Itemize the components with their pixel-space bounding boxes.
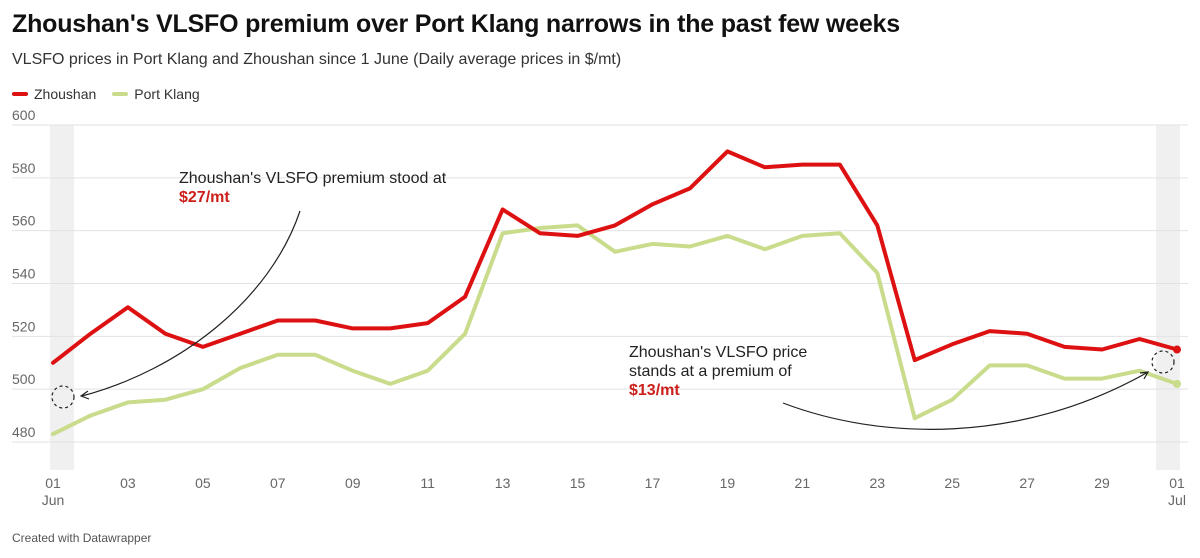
x-tick-label: 13 <box>495 475 511 491</box>
series-lines <box>51 149 1181 437</box>
x-tick-month-label: Jul <box>1168 492 1186 508</box>
annotation-2-arrow <box>782 371 1149 430</box>
x-tick-label: 17 <box>645 475 661 491</box>
legend-item-port-klang: Port Klang <box>112 86 200 102</box>
y-tick-label: 500 <box>12 371 36 387</box>
annotations: Zhoushan's VLSFO premium stood at $27/mt… <box>51 170 1175 430</box>
x-tick-label: 01 <box>1169 475 1185 491</box>
x-tick-label: 03 <box>120 475 136 491</box>
annotation-2-line-1: Zhoushan's VLSFO price <box>629 344 807 361</box>
y-tick-label: 540 <box>12 266 36 282</box>
chart-title: Zhoushan's VLSFO premium over Port Klang… <box>12 10 900 38</box>
highlight-band-2 <box>1156 125 1180 470</box>
endpoint-port-klang <box>1173 379 1181 388</box>
legend-label-port-klang: Port Klang <box>134 86 200 102</box>
x-tick-label: 15 <box>570 475 586 491</box>
annotation-1-arrowhead <box>79 390 90 400</box>
x-tick-label: 25 <box>944 475 960 491</box>
annotation-1-circle <box>51 385 75 409</box>
x-tick-label: 19 <box>720 475 736 491</box>
y-tick-label: 560 <box>12 213 36 229</box>
y-gridlines: 480 500 520 540 560 580 600 <box>12 107 1188 443</box>
legend-label-zhoushan: Zhoushan <box>34 86 97 102</box>
x-tick-label: 05 <box>195 475 211 491</box>
y-tick-label: 520 <box>12 318 36 334</box>
annotation-1-text: Zhoushan's VLSFO premium stood at <box>179 170 447 187</box>
x-tick-label: 21 <box>795 475 811 491</box>
x-tick-label: 23 <box>869 475 885 491</box>
y-tick-label: 600 <box>12 107 36 123</box>
y-tick-label: 580 <box>12 160 36 176</box>
annotation-2-line-2: stands at a premium of <box>629 363 792 380</box>
series-line-zhoushan <box>51 149 1179 365</box>
annotation-2-arrowhead <box>1139 371 1150 380</box>
x-tick-label: 27 <box>1019 475 1035 491</box>
x-tick-label: 11 <box>420 475 435 491</box>
highlight-band-1 <box>50 125 74 470</box>
highlight-bands <box>50 125 1180 470</box>
x-tick-label: 09 <box>345 475 361 491</box>
chart-subtitle: VLSFO prices in Port Klang and Zhoushan … <box>12 51 622 68</box>
x-tick-label: 07 <box>270 475 286 491</box>
x-tick-label: 29 <box>1094 475 1110 491</box>
y-tick-label: 480 <box>12 424 36 440</box>
x-tick-month-label: Jun <box>42 492 65 508</box>
x-tick-label: 01 <box>45 475 61 491</box>
annotation-2-circle <box>1151 350 1175 374</box>
legend: Zhoushan Port Klang <box>12 86 200 102</box>
legend-swatch-port-klang <box>112 92 129 96</box>
endpoint-zhoushan <box>1173 345 1181 354</box>
footer-credit: Created with Datawrapper <box>12 531 152 545</box>
legend-swatch-zhoushan <box>12 92 28 96</box>
annotation-1-arrow <box>81 210 301 397</box>
annotation-1-value: $27/mt <box>179 189 230 206</box>
series-line-port-klang <box>51 223 1179 437</box>
legend-item-zhoushan: Zhoushan <box>12 86 96 102</box>
annotation-2-value: $13/mt <box>629 382 680 399</box>
